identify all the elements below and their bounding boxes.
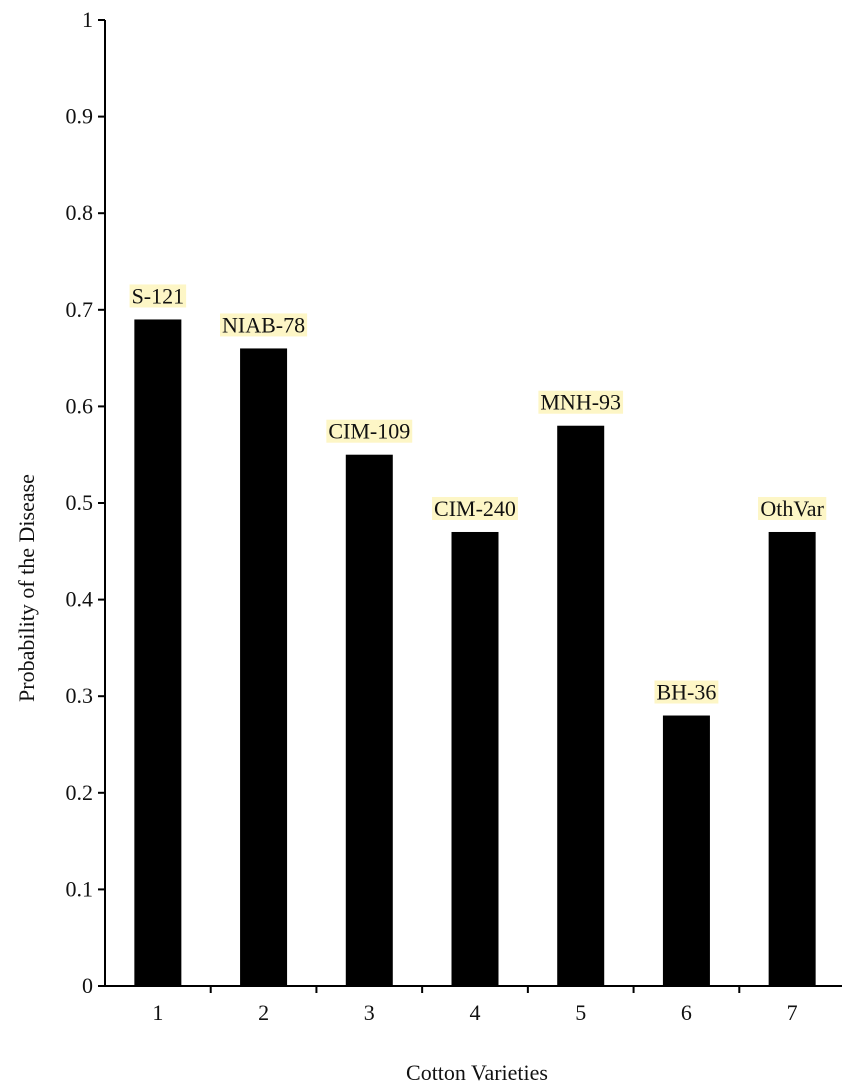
x-tick-label: 4 (470, 1000, 481, 1025)
data-label-highlight (654, 680, 719, 704)
y-tick-label: 0.8 (66, 200, 94, 225)
bar (662, 715, 710, 986)
x-tick-label: 5 (575, 1000, 586, 1025)
bar (240, 348, 288, 986)
x-tick-label: 6 (681, 1000, 692, 1025)
y-tick-label: 0.9 (66, 104, 94, 129)
data-label-highlight (129, 284, 187, 308)
data-label-highlight (432, 496, 518, 520)
data-label-group: MNH-93 (538, 390, 624, 415)
data-label: S-121 (132, 283, 185, 308)
x-tick-label: 7 (787, 1000, 798, 1025)
x-tick-label: 2 (258, 1000, 269, 1025)
y-tick-label: 0.2 (66, 780, 94, 805)
data-label-highlight (326, 419, 413, 443)
data-labels-group: S-121 NIAB-78 CIM-109 CIM-240 MNH-93 BH-36 Oth… (129, 283, 827, 705)
data-label: CIM-240 (434, 496, 516, 521)
x-axis-title: Cotton Varieties (406, 1060, 548, 1085)
y-tick-label: 0.7 (66, 297, 94, 322)
x-tick-label: 3 (364, 1000, 375, 1025)
data-label-group: NIAB-78 (220, 312, 308, 337)
data-label-group: S-121 (129, 283, 187, 308)
y-tick-label: 0 (82, 973, 93, 998)
y-axis: 0 0.1 0.2 0.3 0.4 0.5 0.6 0.7 0.8 0.9 1 (66, 7, 106, 998)
y-tick-label: 1 (82, 7, 93, 32)
data-label-group: BH-36 (654, 680, 719, 705)
bars-group (134, 319, 816, 987)
data-label-highlight (758, 496, 827, 520)
y-tick-label: 0.6 (66, 393, 94, 418)
bar (557, 425, 605, 987)
data-label-highlight (220, 313, 308, 337)
y-tick-label: 0.4 (66, 587, 94, 612)
data-label: NIAB-78 (222, 312, 305, 337)
bar (345, 454, 393, 986)
y-axis-title: Probability of the Disease (14, 474, 39, 702)
data-label: OthVar (760, 496, 824, 521)
data-label-highlight (538, 390, 624, 414)
y-tick-label: 0.5 (66, 490, 94, 515)
y-tick-label: 0.1 (66, 876, 94, 901)
data-label-group: CIM-240 (432, 496, 518, 521)
data-label: BH-36 (656, 680, 716, 705)
bar (134, 319, 182, 987)
y-tick-label: 0.3 (66, 683, 94, 708)
data-label-group: OthVar (758, 496, 827, 521)
data-label: CIM-109 (328, 419, 410, 444)
bar (768, 531, 816, 986)
data-label-group: CIM-109 (326, 419, 413, 444)
x-tick-label: 1 (152, 1000, 163, 1025)
bar (451, 531, 499, 986)
data-label: MNH-93 (540, 390, 621, 415)
x-axis: 1 2 3 4 5 6 7 (105, 985, 842, 1025)
